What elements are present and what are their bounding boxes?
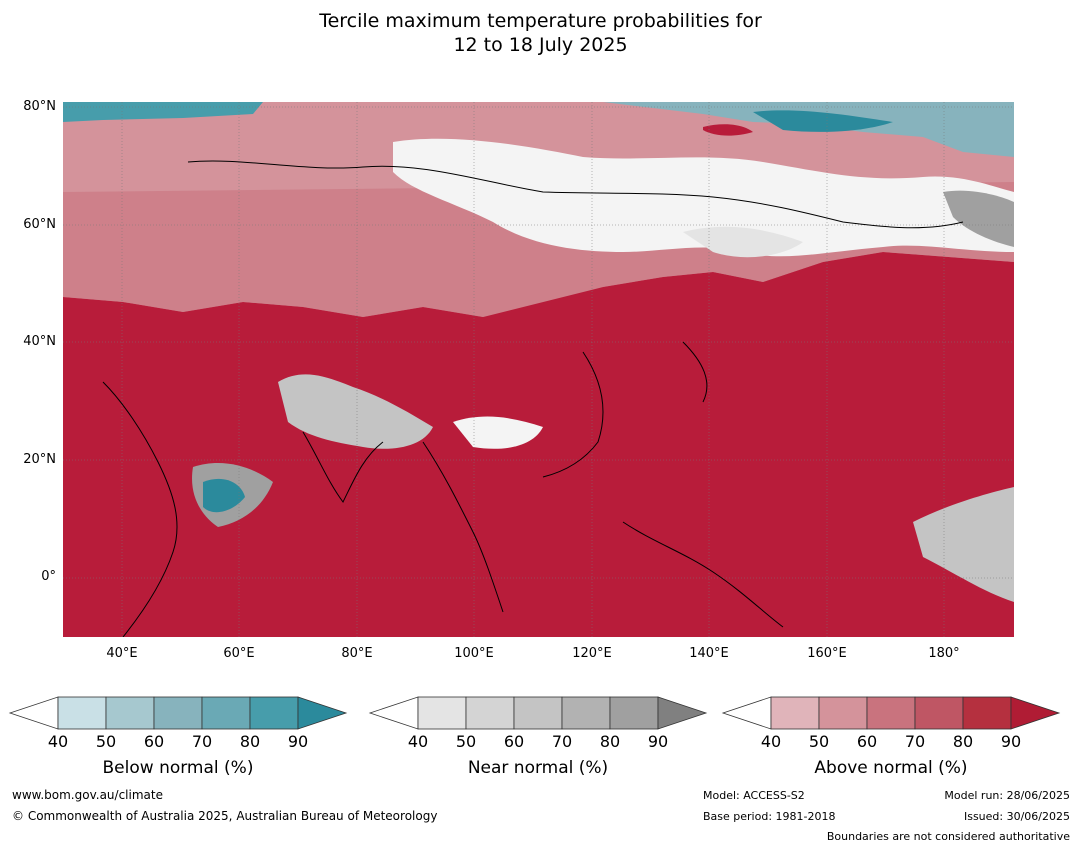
lat-label-40n: 40°N bbox=[23, 334, 56, 349]
model-text: Model: ACCESS-S2 bbox=[703, 789, 805, 802]
legend-near-tick-70: 70 bbox=[551, 732, 573, 751]
legend-near-colorbar bbox=[368, 696, 708, 730]
lon-label-100e: 100°E bbox=[454, 646, 494, 661]
legend-above-swatch-1 bbox=[770, 696, 820, 730]
lat-label-60n: 60°N bbox=[23, 217, 56, 232]
legend-above-title: Above normal (%) bbox=[814, 758, 968, 778]
legend-above-normal bbox=[721, 694, 1063, 734]
near-normal-himalaya bbox=[278, 374, 433, 449]
legend-below-colorbar bbox=[8, 696, 348, 730]
legend-above-tick-60: 60 bbox=[856, 732, 878, 751]
lon-label-180: 180° bbox=[928, 646, 960, 661]
legend-near-swatch-3 bbox=[513, 696, 563, 730]
legend-below-swatch-2 bbox=[105, 696, 155, 730]
lon-label-80e: 80°E bbox=[341, 646, 373, 661]
near-normal-north bbox=[393, 138, 1014, 257]
legend-above-tick-40: 40 bbox=[760, 732, 782, 751]
title-line-1: Tercile maximum temperature probabilitie… bbox=[319, 10, 762, 32]
issued-text: Issued: 30/06/2025 bbox=[963, 810, 1070, 823]
legend-below-tick-50: 50 bbox=[95, 732, 117, 751]
near-normal-pacific bbox=[913, 487, 1014, 602]
legend-below-tick-40: 40 bbox=[47, 732, 69, 751]
legend-below-swatch-3 bbox=[153, 696, 203, 730]
legend-below-swatch-4 bbox=[201, 696, 251, 730]
boundaries-disclaimer: Boundaries are not considered authoritat… bbox=[826, 830, 1070, 843]
legend-below-tick-70: 70 bbox=[191, 732, 213, 751]
legend-near-tick-40: 40 bbox=[407, 732, 429, 751]
coastlines bbox=[102, 160, 964, 637]
map-title: Tercile maximum temperature probabilitie… bbox=[0, 9, 1081, 57]
legend-near-swatch-2 bbox=[465, 696, 515, 730]
legend-above-colorbar bbox=[721, 696, 1061, 730]
legend-above-swatch-2 bbox=[818, 696, 868, 730]
below-normal-arabian-sea bbox=[203, 478, 245, 513]
legend-below-swatch-5 bbox=[249, 696, 299, 730]
legend-near-swatch-4 bbox=[561, 696, 611, 730]
near-normal-chukotka bbox=[943, 190, 1014, 247]
legend-near-title: Near normal (%) bbox=[467, 758, 609, 778]
probability-map bbox=[63, 102, 1014, 637]
legend-above-swatch-4 bbox=[914, 696, 964, 730]
legend-below-tick-80: 80 bbox=[239, 732, 261, 751]
map-svg bbox=[63, 102, 1014, 637]
lon-label-160e: 160°E bbox=[807, 646, 847, 661]
legend-near-swatch-0 bbox=[368, 696, 419, 730]
website-link[interactable]: www.bom.gov.au/climate bbox=[12, 788, 163, 802]
legend-near-swatch-5 bbox=[609, 696, 659, 730]
legend-above-swatch-5 bbox=[962, 696, 1012, 730]
legend-below-tick-60: 60 bbox=[143, 732, 165, 751]
lon-label-140e: 140°E bbox=[689, 646, 729, 661]
legend-below-normal bbox=[8, 694, 350, 734]
lon-label-60e: 60°E bbox=[223, 646, 255, 661]
lat-label-20n: 20°N bbox=[23, 452, 56, 467]
legend-below-tick-90: 90 bbox=[287, 732, 309, 751]
title-line-2: 12 to 18 July 2025 bbox=[453, 34, 628, 56]
legend-above-swatch-3 bbox=[866, 696, 916, 730]
legend-near-tick-90: 90 bbox=[647, 732, 669, 751]
legend-near-tick-50: 50 bbox=[455, 732, 477, 751]
lon-label-120e: 120°E bbox=[572, 646, 612, 661]
legend-above-tick-90: 90 bbox=[1000, 732, 1022, 751]
legend-above-tick-50: 50 bbox=[808, 732, 830, 751]
above-normal-island bbox=[703, 124, 753, 136]
legend-below-title: Below normal (%) bbox=[102, 758, 254, 778]
lon-label-40e: 40°E bbox=[106, 646, 138, 661]
below-normal-arctic-core bbox=[753, 110, 893, 132]
legend-below-swatch-1 bbox=[57, 696, 107, 730]
near-normal-china bbox=[453, 416, 543, 449]
legend-above-tick-80: 80 bbox=[952, 732, 974, 751]
model-run-text: Model run: 28/06/2025 bbox=[944, 789, 1070, 802]
copyright-text: © Commonwealth of Australia 2025, Austra… bbox=[12, 809, 438, 823]
legend-below-swatch-0 bbox=[8, 696, 59, 730]
near-normal-east-siberia bbox=[683, 226, 803, 258]
lat-label-80n: 80°N bbox=[23, 99, 56, 114]
legend-near-swatch-1 bbox=[417, 696, 467, 730]
legend-below-swatch-6 bbox=[297, 696, 348, 730]
gridlines bbox=[63, 102, 1014, 637]
legend-above-swatch-0 bbox=[721, 696, 772, 730]
legend-above-swatch-6 bbox=[1010, 696, 1061, 730]
legend-near-tick-80: 80 bbox=[599, 732, 621, 751]
base-period-text: Base period: 1981-2018 bbox=[703, 810, 836, 823]
legend-near-swatch-6 bbox=[657, 696, 708, 730]
legend-near-tick-60: 60 bbox=[503, 732, 525, 751]
legend-near-normal bbox=[368, 694, 710, 734]
below-normal-arctic-east bbox=[603, 102, 1014, 157]
lat-label-0: 0° bbox=[41, 569, 56, 584]
legend-above-tick-70: 70 bbox=[904, 732, 926, 751]
